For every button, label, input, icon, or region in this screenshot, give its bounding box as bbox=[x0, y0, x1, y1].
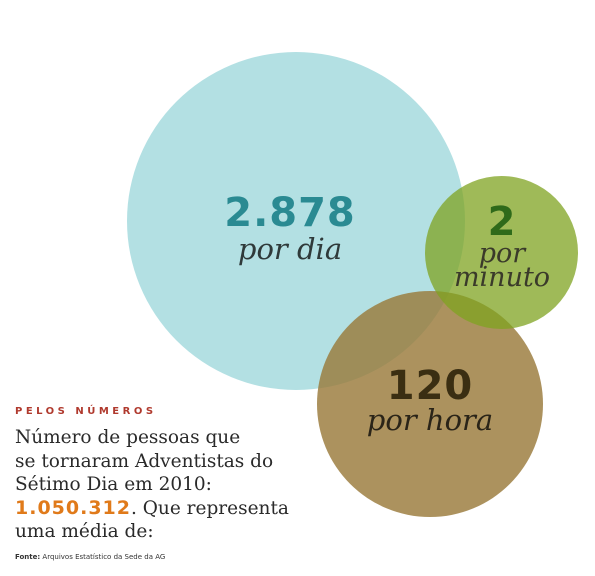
per-hour-value: 120 bbox=[386, 363, 474, 409]
per-day-unit: por dia bbox=[237, 232, 343, 266]
caption-line: Número de pessoas que bbox=[15, 427, 241, 448]
section-kicker: PELOS NÚMEROS bbox=[15, 406, 157, 417]
caption-text: Número de pessoas que se tornaram Advent… bbox=[15, 426, 315, 544]
total-converts: 1.050.312 bbox=[15, 496, 131, 519]
source-note: Fonte: Arquivos Estatístico da Sede da A… bbox=[15, 553, 165, 561]
source-label: Fonte: bbox=[15, 553, 41, 561]
caption-line: se tornaram Adventistas do bbox=[15, 450, 274, 472]
caption-line-total: 1.050.312. Que representa bbox=[15, 497, 315, 521]
per-minute-value: 2 bbox=[487, 199, 517, 245]
caption-line: uma média de: bbox=[15, 521, 154, 542]
caption-fragment: . Que representa bbox=[130, 497, 289, 519]
per-minute-unit-line1: por bbox=[478, 238, 526, 269]
per-day-value: 2.878 bbox=[224, 190, 356, 236]
caption-line: Sétimo Dia em 2010: bbox=[15, 474, 212, 495]
per-minute-unit-line2: minuto bbox=[453, 262, 551, 293]
per-hour-unit: por hora bbox=[366, 403, 494, 437]
source-text: Arquivos Estatístico da Sede da AG bbox=[40, 553, 166, 561]
bubble-per-minute bbox=[425, 176, 578, 329]
